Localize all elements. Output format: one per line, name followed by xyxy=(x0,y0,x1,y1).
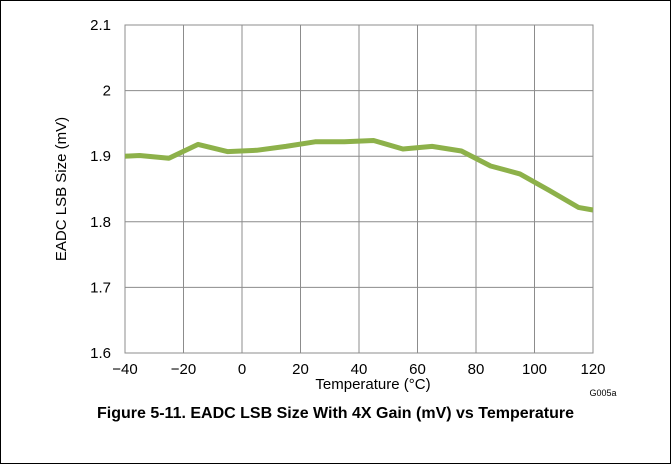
x-tick-label: 60 xyxy=(409,361,426,378)
graph-id-label: G005a xyxy=(589,388,616,398)
y-tick-label: 2.1 xyxy=(90,17,111,34)
x-tick-label: 80 xyxy=(468,361,485,378)
y-tick-label: 1.7 xyxy=(90,279,111,296)
y-tick-label: 1.6 xyxy=(90,345,111,362)
x-tick-label: 40 xyxy=(351,361,368,378)
x-tick-label: 120 xyxy=(580,361,605,378)
line-chart: 1.6 1.7 1.8 1.9 2 2.1 −40 −20 0 20 40 60 80 100 120 E… xyxy=(53,17,617,398)
x-tick-label: −40 xyxy=(112,361,137,378)
grid-lines xyxy=(124,24,594,354)
x-tick-label: 100 xyxy=(522,361,547,378)
y-tick-label: 1.8 xyxy=(90,214,111,231)
plot-area-border xyxy=(124,24,594,354)
x-axis-label: Temperature (°C) xyxy=(315,376,430,393)
series-group xyxy=(124,138,594,213)
y-tick-label: 2 xyxy=(103,83,111,100)
x-tick-label: −20 xyxy=(171,361,196,378)
figure-caption: Figure 5-11. EADC LSB Size With 4X Gain … xyxy=(96,405,574,422)
x-tick-label: 0 xyxy=(238,361,246,378)
y-tick-label: 1.9 xyxy=(90,148,111,165)
y-axis-label: EADC LSB Size (mV) xyxy=(53,117,70,261)
x-tick-label: 20 xyxy=(292,361,309,378)
series-line xyxy=(124,138,594,213)
y-axis-ticks: 1.6 1.7 1.8 1.9 2 2.1 xyxy=(90,17,111,362)
x-axis-ticks: −40 −20 0 20 40 60 80 100 120 xyxy=(112,361,605,378)
